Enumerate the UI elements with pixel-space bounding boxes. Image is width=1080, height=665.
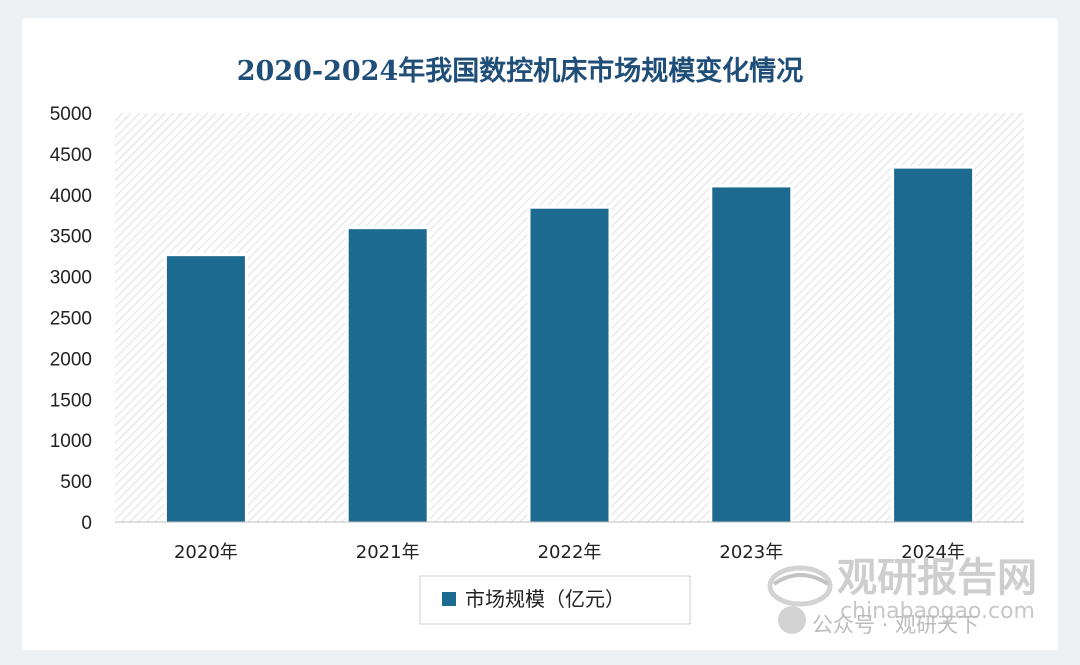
watermark-brand: 观研报告网 [837, 555, 1037, 601]
y-tick-label: 4000 [50, 186, 92, 207]
bar [894, 168, 973, 522]
y-tick-label: 1000 [50, 431, 92, 452]
x-tick-label: 2023年 [719, 542, 783, 563]
legend-label: 市场规模（亿元） [465, 587, 625, 611]
watermark-public-account: 公众号 · 观研天下 [812, 613, 979, 637]
y-tick-label: 5000 [50, 104, 92, 125]
y-tick-label: 4500 [50, 145, 92, 166]
chart-card: 2020-2024年我国数控机床市场规模变化情况 0 500 1000 1500 200… [22, 18, 1058, 650]
x-tick-label: 2020年 [174, 542, 238, 563]
legend-swatch [442, 592, 456, 606]
bar-chart: 2020-2024年我国数控机床市场规模变化情况 0 500 1000 1500 200… [50, 55, 1037, 637]
y-tick-label: 2000 [50, 349, 92, 370]
y-tick-label: 0 [81, 513, 92, 534]
bar [712, 187, 791, 523]
bar [348, 229, 427, 522]
y-tick-label: 500 [60, 472, 92, 493]
watermark-logo-icon [767, 565, 833, 634]
y-tick-label: 1500 [50, 390, 92, 411]
bars [163, 165, 976, 523]
x-axis-labels: 2020年 2021年 2022年 2023年 2024年 [174, 542, 965, 563]
bar [530, 208, 609, 522]
legend-box [419, 575, 691, 625]
x-tick-label: 2022年 [538, 542, 602, 563]
bar [166, 256, 245, 522]
watermark: 观研报告网 chinabaogao.com 公众号 · 观研天下 [767, 555, 1037, 637]
x-tick-label: 2021年 [356, 542, 420, 563]
y-tick-label: 3000 [50, 268, 92, 289]
y-axis-ticks: 0 500 1000 1500 2000 2500 3000 3500 4000 4500 5000 [50, 104, 92, 534]
chart-title: 2020-2024年我国数控机床市场规模变化情况 [237, 55, 804, 87]
y-tick-label: 2500 [50, 309, 92, 330]
y-tick-label: 3500 [50, 227, 92, 248]
x-tick-label: 2024年 [901, 542, 965, 563]
watermark-url: chinabaogao.com [840, 599, 1035, 624]
